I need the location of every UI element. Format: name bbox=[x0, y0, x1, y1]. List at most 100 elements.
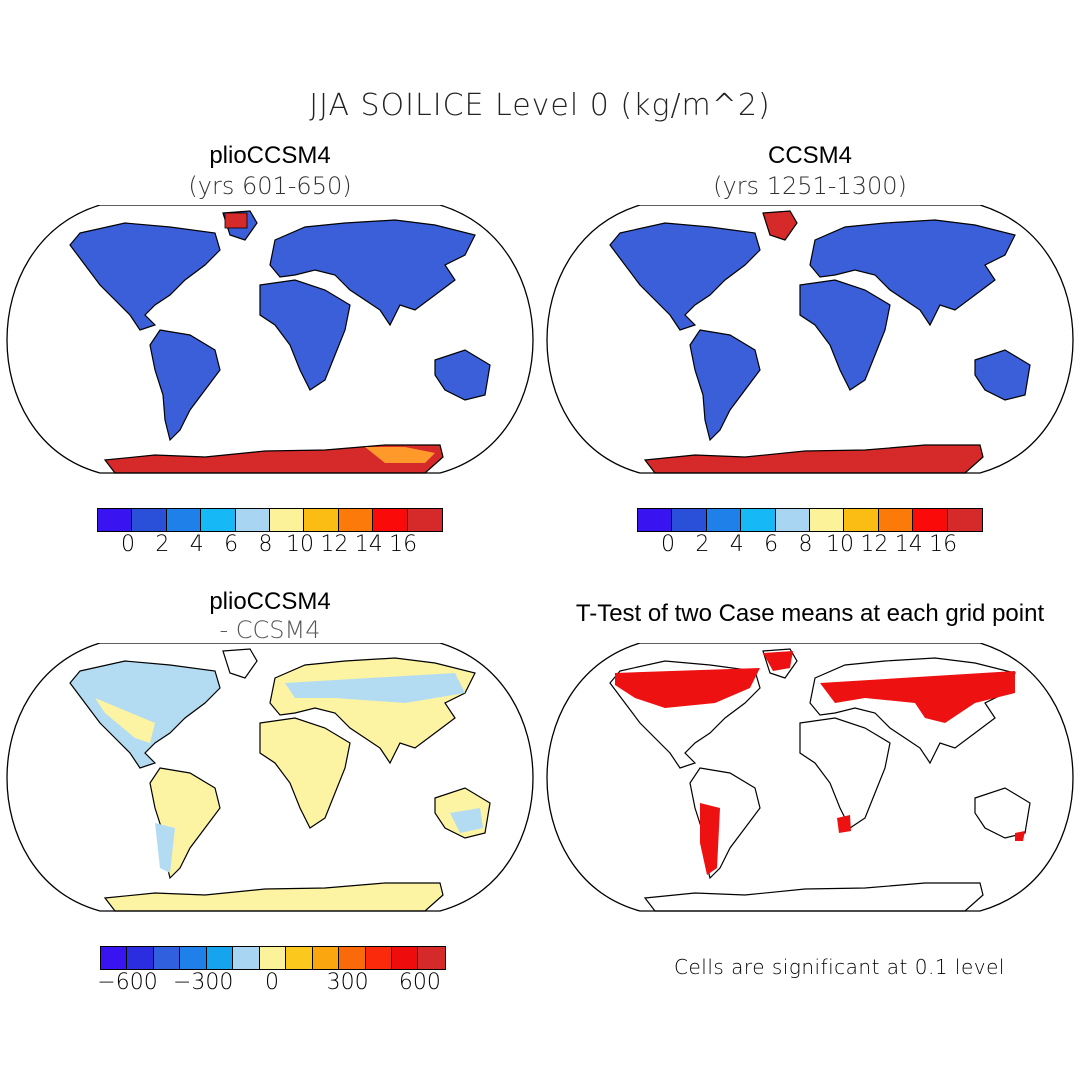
colorbar-tick-label: 0 bbox=[660, 532, 675, 557]
colorbar-swatch bbox=[286, 947, 313, 969]
colorbar-swatch bbox=[365, 947, 392, 969]
colorbar-tick-label: 16 bbox=[929, 532, 958, 557]
colorbar-swatch bbox=[407, 509, 442, 531]
significance-note: Cells are significant at 0.1 level bbox=[674, 955, 1005, 979]
colorbar-difference bbox=[100, 946, 446, 970]
colorbar-tick-label: −600 bbox=[97, 970, 158, 995]
signif-canada bbox=[615, 668, 760, 708]
land-south-america bbox=[689, 329, 761, 442]
colorbar-swatch bbox=[127, 947, 154, 969]
colorbar-swatch bbox=[775, 509, 810, 531]
colorbar-tick-label: 4 bbox=[729, 532, 744, 557]
colorbar-tick-label: 0 bbox=[265, 970, 279, 995]
colorbar-swatch bbox=[153, 947, 181, 969]
signif-greenland bbox=[763, 651, 793, 671]
diff-patch-siberia bbox=[285, 673, 465, 703]
colorbar-swatch bbox=[947, 509, 982, 531]
colorbar-swatch bbox=[132, 509, 167, 531]
colorbar-swatch bbox=[672, 509, 707, 531]
colorbar-plioccsm4 bbox=[97, 508, 443, 532]
land-north-america bbox=[609, 222, 761, 331]
colorbar-tick-label: 4 bbox=[189, 532, 204, 557]
panel-title-diff: plioCCSM4 bbox=[209, 588, 331, 615]
map-frame bbox=[546, 205, 1074, 474]
ice-patch-greenland bbox=[224, 212, 248, 229]
land-north-america bbox=[69, 660, 221, 769]
land-africa bbox=[799, 717, 891, 829]
panel-subtitle-plio: (yrs 601-650) bbox=[188, 172, 352, 200]
colorbar-swatch bbox=[391, 947, 419, 969]
colorbar-swatch bbox=[312, 947, 340, 969]
colorbar-swatch bbox=[235, 509, 270, 531]
land-greenland bbox=[762, 210, 798, 241]
signif-new-zealand bbox=[1015, 831, 1025, 841]
colorbar-swatch bbox=[166, 509, 202, 531]
land-africa bbox=[799, 279, 891, 391]
land-south-america bbox=[149, 329, 221, 442]
colorbar-swatch bbox=[339, 947, 366, 969]
colorbar-swatch bbox=[741, 509, 776, 531]
colorbar-swatch bbox=[638, 509, 673, 531]
land-greenland bbox=[222, 648, 258, 679]
colorbar-swatch bbox=[418, 947, 445, 969]
colorbar-swatch bbox=[206, 947, 234, 969]
diff-patch-australia bbox=[450, 808, 483, 833]
colorbar-swatch bbox=[809, 509, 845, 531]
colorbar-tick-label: 6 bbox=[224, 532, 239, 557]
colorbar-swatch bbox=[338, 509, 374, 531]
colorbar-swatch bbox=[706, 509, 742, 531]
land-eurasia bbox=[809, 219, 1016, 327]
panel-title-ccsm4: CCSM4 bbox=[767, 142, 852, 169]
colorbar-tick-label: 14 bbox=[354, 532, 383, 557]
map-frame bbox=[546, 643, 1074, 912]
land-eurasia bbox=[269, 219, 476, 327]
map-plioccsm4 bbox=[6, 205, 534, 474]
colorbar-tick-label: 6 bbox=[764, 532, 779, 557]
colorbar-tick-label: 12 bbox=[320, 532, 349, 557]
colorbar-tick-label: 12 bbox=[860, 532, 889, 557]
map-ccsm4 bbox=[546, 205, 1074, 474]
map-frame bbox=[6, 643, 534, 912]
colorbar-ticks-difference: −600 −300 0 300 600 bbox=[97, 970, 444, 996]
colorbar-swatch bbox=[373, 509, 408, 531]
ice-edge-antarctica bbox=[365, 447, 435, 463]
figure-title: JJA SOILICE Level 0 (kg/m^2) bbox=[309, 88, 771, 123]
land-australia bbox=[434, 349, 491, 401]
colorbar-tick-label: 10 bbox=[285, 532, 314, 557]
colorbar-ccsm4 bbox=[637, 508, 983, 532]
colorbar-swatch bbox=[201, 509, 236, 531]
colorbar-tick-label: 14 bbox=[894, 532, 923, 557]
colorbar-tick-label: 2 bbox=[155, 532, 170, 557]
colorbar-swatch bbox=[913, 509, 948, 531]
diff-patch-patagonia bbox=[155, 823, 175, 873]
panel-subtitle-ccsm4: (yrs 1251-1300) bbox=[713, 172, 907, 200]
land-australia bbox=[974, 349, 1031, 401]
colorbar-swatch bbox=[101, 947, 128, 969]
signif-andes bbox=[700, 803, 720, 875]
colorbar-tick-label: 16 bbox=[389, 532, 418, 557]
land-africa bbox=[259, 279, 351, 391]
panel-title-ttest: T-Test of two Case means at each grid po… bbox=[575, 600, 1045, 627]
colorbar-swatch bbox=[304, 509, 339, 531]
colorbar-swatch bbox=[98, 509, 133, 531]
map-frame bbox=[6, 205, 534, 474]
colorbar-ticks-ccsm4: 0 2 4 6 8 10 12 14 16 bbox=[637, 532, 981, 558]
land-africa bbox=[259, 717, 351, 829]
land-north-america bbox=[69, 222, 221, 331]
diff-patch-us bbox=[95, 698, 155, 743]
colorbar-tick-label: 600 bbox=[398, 970, 441, 995]
signif-eurasia bbox=[820, 671, 1015, 723]
colorbar-swatch bbox=[844, 509, 879, 531]
colorbar-tick-label: 8 bbox=[798, 532, 813, 557]
panel-title-plio: plioCCSM4 bbox=[209, 142, 331, 169]
colorbar-swatch bbox=[878, 509, 914, 531]
colorbar-swatch bbox=[259, 947, 287, 969]
colorbar-swatch bbox=[180, 947, 207, 969]
colorbar-tick-label: 10 bbox=[825, 532, 854, 557]
colorbar-tick-label: 2 bbox=[695, 532, 710, 557]
colorbar-tick-label: −300 bbox=[172, 970, 234, 995]
signif-south-africa bbox=[837, 815, 851, 833]
colorbar-ticks-plioccsm4: 0 2 4 6 8 10 12 14 16 bbox=[97, 532, 441, 558]
colorbar-tick-label: 8 bbox=[258, 532, 273, 557]
colorbar-tick-label: 0 bbox=[120, 532, 135, 557]
